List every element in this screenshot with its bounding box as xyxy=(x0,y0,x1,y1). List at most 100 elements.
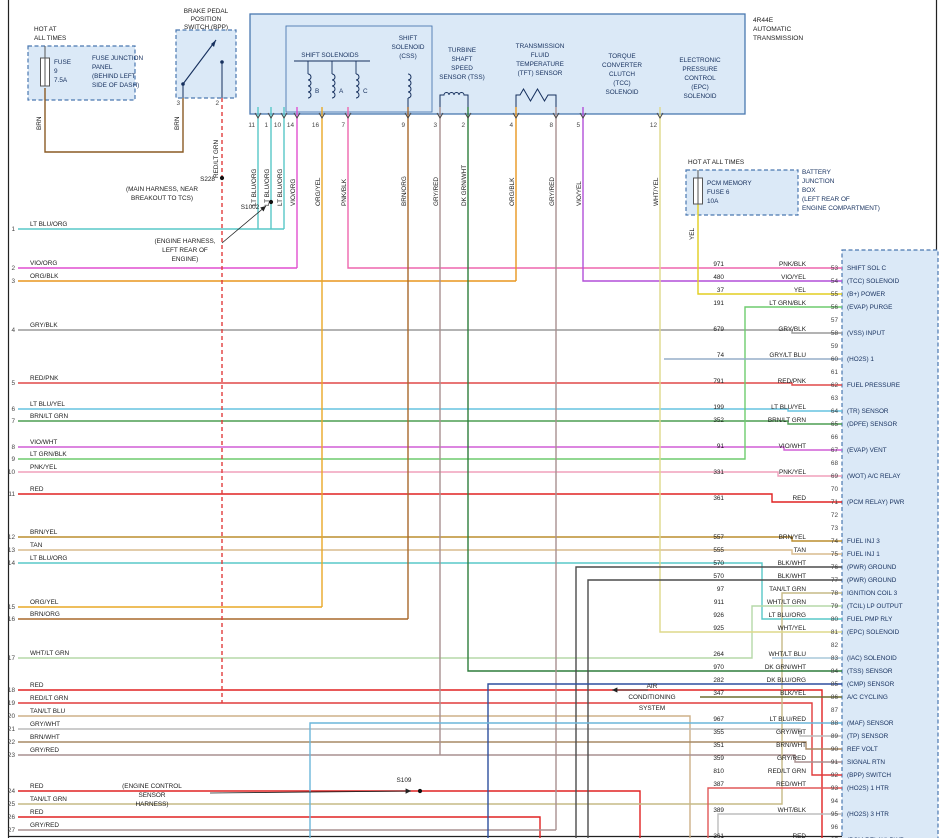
pcm-function-label: (HO2S) 3 HTR xyxy=(847,811,889,818)
splice-dot xyxy=(219,175,225,181)
wire-left-row-9 xyxy=(18,306,842,460)
pcm-pin-number: 76 xyxy=(831,564,839,571)
vertical-wire-color-label: ORG/YEL xyxy=(315,177,322,206)
left-row-number: 13 xyxy=(8,547,16,554)
wire-left-row-21 xyxy=(18,728,842,737)
yel-wire-label: YEL xyxy=(689,227,696,240)
vertical-wire-color-label: GRY/RED xyxy=(549,177,556,206)
trans-pin-number: 9 xyxy=(401,122,405,129)
pcm-wire-color: DK BLU/ORG xyxy=(767,677,806,684)
pcm-pin-number: 73 xyxy=(831,525,839,532)
pcm-pin-number: 69 xyxy=(831,473,839,480)
fuse-amps: 7.5A xyxy=(54,77,68,84)
vertical-wire-color-label: BRN/ORG xyxy=(401,176,408,206)
pcm-circuit-number: 971 xyxy=(713,261,724,268)
pcm-pin-number: 91 xyxy=(831,759,839,766)
shift-solenoid-inner-box xyxy=(285,25,433,113)
trans-pin-number: 1 xyxy=(264,122,268,129)
component-label-css: SOLENOID xyxy=(391,44,424,51)
bpp-title-line1: BRAKE PEDAL xyxy=(184,8,229,15)
pcm-circuit-number: 352 xyxy=(713,417,724,424)
pcm-circuit-number: 967 xyxy=(713,716,724,723)
battery-junction-line1: BATTERY xyxy=(802,169,832,176)
pcm-circuit-number: 570 xyxy=(713,573,724,580)
connector-chevron-icon xyxy=(579,112,587,119)
wire-pcm-pin-85 xyxy=(487,683,842,838)
bpp-pin-3: 3 xyxy=(176,100,180,107)
pcm-circuit-number: 389 xyxy=(713,807,724,814)
solenoid-letter: C xyxy=(363,88,368,95)
pcm-wire-color: YEL xyxy=(794,287,807,294)
pcm-function-label: (EVAP) VENT xyxy=(847,447,887,454)
wire-left-row-6 xyxy=(18,408,842,412)
pcm-pin-number: 54 xyxy=(831,278,839,285)
pcm-pin-number: 67 xyxy=(831,447,839,454)
bpp-switch-icon xyxy=(181,39,224,98)
pcm-pin-number: 56 xyxy=(831,304,839,311)
wire-left-row-24 xyxy=(18,790,641,838)
vertical-wire-color-label: VIO/ORG xyxy=(290,179,297,206)
component-label-css: SHIFT xyxy=(399,35,418,42)
splice-s109-label: S109 xyxy=(397,777,412,784)
s109-note-line1: (ENGINE CONTROL xyxy=(122,783,182,790)
vertical-wire-color-label: LT BLU/ORG xyxy=(251,169,258,206)
pcm-wire-color: LT BLU/RED xyxy=(770,716,807,723)
pcm-circuit-number: 557 xyxy=(713,534,724,541)
pcm-wire-color: BRN/WHT xyxy=(776,742,806,749)
pcm-wire-color: WHT/BLK xyxy=(778,807,807,814)
tss-inductor-icon xyxy=(439,92,469,107)
pcm-pin-number: 63 xyxy=(831,395,839,402)
trans-pin-number: 12 xyxy=(650,122,658,129)
wire-left-row-14 xyxy=(18,562,842,620)
pcm-wire-color: LT GRN/BLK xyxy=(769,300,806,307)
trans-pin-number: 14 xyxy=(287,122,295,129)
annotation-arrow-line xyxy=(209,790,412,794)
pcm-circuit-number: 926 xyxy=(713,612,724,619)
wire-left-row-5 xyxy=(18,382,842,386)
left-wire-color-label: ORG/YEL xyxy=(30,599,59,606)
wire-left-row-10 xyxy=(18,471,842,477)
left-row-number: 4 xyxy=(11,327,15,334)
connector-chevron-icon xyxy=(344,112,352,119)
pcm-pin-number: 89 xyxy=(831,733,839,740)
pcm-wire-color: RED/LT GRN xyxy=(768,768,806,775)
left-row-number: 19 xyxy=(8,700,16,707)
tft-resistor-icon xyxy=(515,88,557,107)
connector-chevron-icon xyxy=(656,112,664,119)
pcm-connector-box xyxy=(841,249,939,838)
pcm-function-label: FUEL PRESSURE xyxy=(847,382,900,389)
wire-left-row-22 xyxy=(18,741,842,750)
fuse-panel-note-line2: PANEL xyxy=(92,64,113,71)
annotation-arrowhead-icon xyxy=(260,206,266,212)
left-wire-color-label: RED xyxy=(30,682,44,689)
component-label-tft: TEMPERATURE xyxy=(516,61,564,68)
wire-pcm-pin-93 xyxy=(707,787,842,838)
wire-left-row-4 xyxy=(18,329,842,334)
left-wire-color-label: TAN/LT BLU xyxy=(30,708,66,715)
pcm-pin-number: 88 xyxy=(831,720,839,727)
wire-left-row-20 xyxy=(18,715,691,838)
left-row-number: 14 xyxy=(8,560,16,567)
left-wire-color-label: GRY/RED xyxy=(30,822,59,829)
left-row-number: 2 xyxy=(11,265,15,272)
pcm-circuit-number: 791 xyxy=(713,378,724,385)
pcm-circuit-number: 264 xyxy=(713,651,724,658)
transmission-box xyxy=(249,13,746,115)
pcm-pin-number: 79 xyxy=(831,603,839,610)
pcm-memory-fuse-line3: 10A xyxy=(707,198,719,205)
left-wire-color-label: LT BLU/ORG xyxy=(30,221,67,228)
left-wire-color-label: WHT/LT GRN xyxy=(30,650,70,657)
pcm-wire-color: RED/WHT xyxy=(776,781,806,788)
pcm-wire-color: GRY/WHT xyxy=(776,729,806,736)
wire-left-row-19 xyxy=(18,702,842,776)
wire-left-row-12 xyxy=(18,536,842,542)
hot-at-all-times-left-line1: HOT AT xyxy=(34,26,57,33)
left-row-number: 1 xyxy=(11,226,15,233)
pcm-wire-color: BLK/WHT xyxy=(778,560,807,567)
pcm-wire-color: BLK/WHT xyxy=(778,573,807,580)
pcm-circuit-number: 37 xyxy=(717,287,725,294)
component-label-tft: TRANSMISSION xyxy=(516,43,565,50)
left-wire-color-label: RED xyxy=(30,783,44,790)
component-boxes xyxy=(27,13,939,838)
